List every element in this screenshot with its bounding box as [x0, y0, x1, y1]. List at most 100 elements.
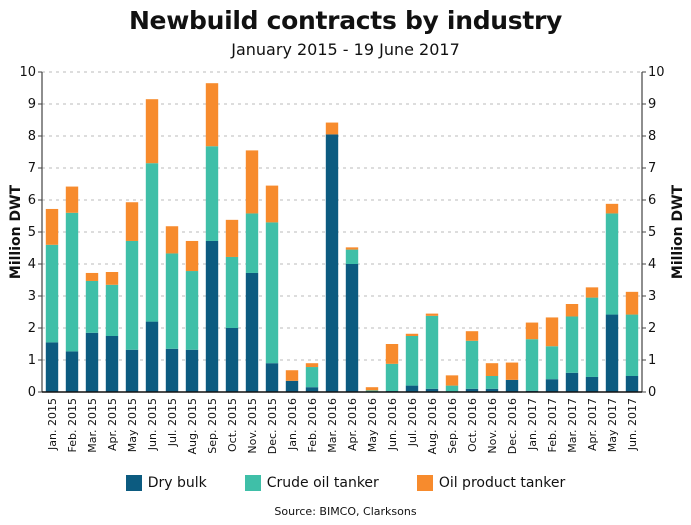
- x-tick-label: May 2016: [366, 398, 379, 452]
- y-tick-label-right: 10: [648, 65, 665, 80]
- bar-oil-product-tanker: [565, 304, 579, 317]
- bar-dry-bulk: [505, 379, 519, 392]
- y-tick-label-left: 1: [28, 353, 36, 368]
- bar-crude-oil-tanker: [305, 367, 319, 388]
- legend-swatch-crude-oil-tanker: [244, 475, 261, 491]
- bar-oil-product-tanker: [505, 362, 519, 380]
- bar-dry-bulk: [405, 385, 419, 392]
- bar-dry-bulk: [45, 342, 59, 392]
- y-axis-label-left: Million DWT: [8, 184, 24, 279]
- y-tick-label-right: 4: [648, 257, 656, 272]
- bar-dry-bulk: [565, 372, 579, 392]
- bar-dry-bulk: [125, 349, 139, 392]
- bar-oil-product-tanker: [185, 240, 199, 272]
- bar-oil-product-tanker: [445, 375, 459, 386]
- bar-oil-product-tanker: [225, 219, 239, 257]
- x-tick-label: Oct. 2016: [466, 398, 479, 452]
- bar-crude-oil-tanker: [185, 271, 199, 350]
- bar-crude-oil-tanker: [65, 212, 79, 352]
- bar-oil-product-tanker: [245, 150, 259, 214]
- x-tick-label: Jan. 2015: [46, 398, 59, 451]
- bar-crude-oil-tanker: [365, 390, 379, 392]
- bar-dry-bulk: [285, 380, 299, 392]
- bar-oil-product-tanker: [605, 203, 619, 214]
- bar-crude-oil-tanker: [585, 297, 599, 377]
- bar-crude-oil-tanker: [565, 316, 579, 373]
- legend-label: Oil product tanker: [438, 475, 566, 491]
- bar-dry-bulk: [85, 332, 99, 392]
- source-note: Source: BIMCO, Clarksons: [274, 505, 417, 518]
- x-tick-label: Sep. 2015: [206, 398, 219, 454]
- bar-oil-product-tanker: [585, 287, 599, 298]
- bar-crude-oil-tanker: [605, 213, 619, 315]
- bar-crude-oil-tanker: [205, 146, 219, 241]
- bar-oil-product-tanker: [125, 202, 139, 241]
- bar-crude-oil-tanker: [345, 249, 359, 264]
- bar-oil-product-tanker: [145, 99, 159, 164]
- bar-dry-bulk: [265, 363, 279, 392]
- bar-dry-bulk: [485, 388, 499, 392]
- x-tick-label: Aug. 2016: [426, 398, 439, 454]
- x-tick-label: Nov. 2015: [246, 398, 259, 454]
- y-tick-label-left: 5: [28, 225, 36, 240]
- bar-dry-bulk: [65, 351, 79, 392]
- y-tick-label-right: 3: [648, 289, 656, 304]
- legend-swatch-oil-product-tanker: [416, 475, 433, 491]
- bar-oil-product-tanker: [525, 322, 539, 340]
- y-tick-label-left: 0: [28, 385, 36, 400]
- bar-dry-bulk: [625, 376, 639, 392]
- bar-dry-bulk: [605, 314, 619, 392]
- bar-oil-product-tanker: [325, 122, 339, 135]
- bar-crude-oil-tanker: [45, 244, 59, 343]
- bar-crude-oil-tanker: [385, 363, 399, 392]
- x-tick-label: May 2015: [126, 398, 139, 452]
- bar-dry-bulk: [425, 388, 439, 392]
- y-tick-label-left: 4: [28, 257, 36, 272]
- x-tick-label: Mar. 2016: [326, 398, 339, 453]
- bar-dry-bulk: [185, 349, 199, 392]
- y-tick-label-right: 7: [648, 161, 656, 176]
- x-tick-label: Nov. 2016: [486, 398, 499, 454]
- y-axis-label-right: Million DWT: [670, 184, 686, 279]
- legend-swatch-dry-bulk: [125, 475, 142, 491]
- bar-oil-product-tanker: [545, 317, 559, 347]
- x-tick-label: Jul. 2016: [406, 398, 419, 447]
- x-tick-label: Aug. 2015: [186, 398, 199, 454]
- x-tick-label: Jun. 2016: [386, 398, 399, 451]
- y-tick-label-left: 7: [28, 161, 36, 176]
- chart-subtitle: January 2015 - 19 June 2017: [231, 40, 460, 59]
- bar-crude-oil-tanker: [485, 376, 499, 389]
- legend-label: Crude oil tanker: [266, 475, 379, 491]
- bar-crude-oil-tanker: [225, 256, 239, 328]
- legend: Dry bulk Crude oil tanker Oil product ta…: [0, 475, 691, 491]
- x-tick-label: Dec. 2015: [266, 398, 279, 454]
- bar-oil-product-tanker: [345, 247, 359, 250]
- bar-oil-product-tanker: [285, 370, 299, 381]
- bar-oil-product-tanker: [265, 185, 279, 223]
- y-tick-label-right: 9: [648, 97, 656, 112]
- bar-dry-bulk: [225, 328, 239, 392]
- bar-crude-oil-tanker: [265, 222, 279, 364]
- x-tick-label: Mar. 2015: [86, 398, 99, 453]
- bar-oil-product-tanker: [485, 363, 499, 376]
- legend-item-dry-bulk: Dry bulk: [125, 475, 207, 491]
- x-tick-label: Dec. 2016: [506, 398, 519, 454]
- x-tick-label: Sep. 2016: [446, 398, 459, 454]
- bar-dry-bulk: [105, 336, 119, 392]
- bar-oil-product-tanker: [385, 344, 399, 364]
- y-tick-label-left: 6: [28, 193, 36, 208]
- bar-crude-oil-tanker: [245, 213, 259, 273]
- chart-title: Newbuild contracts by industry: [128, 6, 563, 35]
- bar-dry-bulk: [245, 272, 259, 392]
- y-tick-label-left: 10: [19, 65, 36, 80]
- x-tick-label: Oct. 2015: [226, 398, 239, 452]
- bar-crude-oil-tanker: [85, 280, 99, 333]
- x-tick-label: Jun. 2017: [626, 398, 639, 451]
- x-tick-label: Mar. 2017: [566, 398, 579, 453]
- y-tick-label-right: 0: [648, 385, 656, 400]
- bar-oil-product-tanker: [465, 331, 479, 341]
- y-tick-label-left: 9: [28, 97, 36, 112]
- bar-dry-bulk: [305, 387, 319, 392]
- legend-label: Dry bulk: [147, 475, 207, 491]
- y-tick-label-left: 2: [28, 321, 36, 336]
